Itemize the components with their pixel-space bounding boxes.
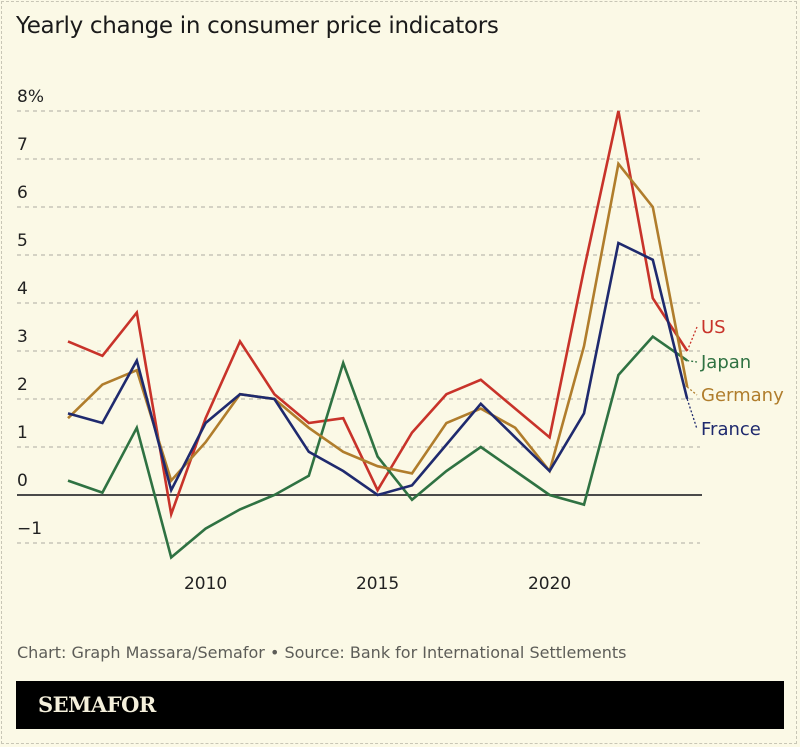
y-tick-label: 2 xyxy=(17,375,28,395)
series-line xyxy=(67,160,689,484)
x-tick-label: 2020 xyxy=(528,574,571,594)
y-tick-label: 3 xyxy=(17,327,28,347)
series-label: Germany xyxy=(701,385,784,406)
brand-bar: SEMAFOR xyxy=(16,681,784,729)
line-chart: 8% 7 6 5 4 3 2 1 0 −1 2010 2015 2020 US Japan Germany Fr… xyxy=(17,87,784,594)
series-germany: Germany xyxy=(67,160,784,484)
source-credit: Chart: Graph Massara/Semafor • Source: B… xyxy=(17,643,627,662)
series-line xyxy=(67,241,689,497)
label-leader xyxy=(687,359,698,363)
x-tick-label: 2010 xyxy=(184,574,227,594)
y-tick-label: 4 xyxy=(17,279,28,299)
y-tick-label: −1 xyxy=(17,519,42,539)
x-tick-label: 2015 xyxy=(356,574,399,594)
y-tick-label: 6 xyxy=(17,183,28,203)
label-leader xyxy=(686,326,698,352)
chart-title: Yearly change in consumer price indicato… xyxy=(16,13,499,39)
series-us: US xyxy=(67,110,726,520)
series-japan: Japan xyxy=(67,334,751,560)
series-france: France xyxy=(67,241,761,497)
label-leader xyxy=(686,398,698,430)
series-label: Japan xyxy=(700,352,751,373)
series-label: US xyxy=(701,317,726,338)
y-tick-label: 8% xyxy=(17,87,44,107)
y-tick-label: 1 xyxy=(17,423,28,443)
series-label: France xyxy=(701,419,761,440)
semafor-logo: SEMAFOR xyxy=(38,692,156,717)
y-tick-label: 0 xyxy=(17,471,28,491)
y-tick-label: 7 xyxy=(17,135,28,155)
series-line xyxy=(67,110,689,520)
y-tick-label: 5 xyxy=(17,231,28,251)
label-leader xyxy=(686,386,698,396)
series-line xyxy=(67,334,688,560)
